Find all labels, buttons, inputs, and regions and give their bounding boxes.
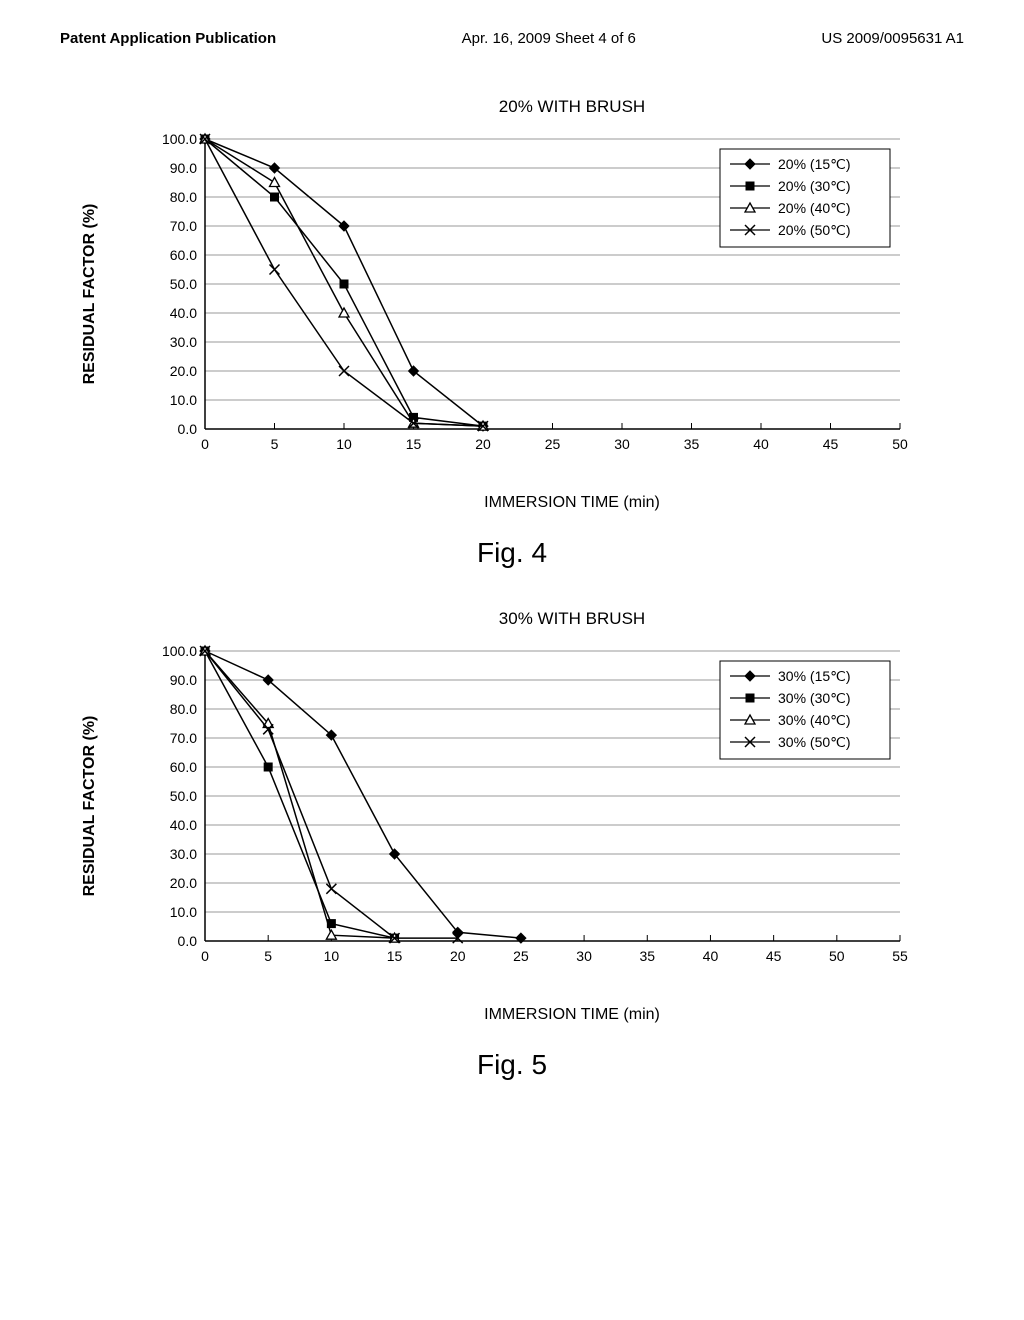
svg-text:100.0: 100.0 [162,643,197,659]
svg-text:30% (15℃): 30% (15℃) [778,668,851,684]
svg-text:40.0: 40.0 [170,817,197,833]
svg-text:30% (30℃): 30% (30℃) [778,690,851,706]
svg-text:5: 5 [271,436,279,452]
svg-text:45: 45 [823,436,839,452]
chart-1: RESIDUAL FACTOR (%) 05101520253035404550… [150,129,910,459]
svg-text:50: 50 [829,948,845,964]
chart-2-svg: 0 5 10 15 20 25 30 35 40 45 50 55 0.0 10.0 20.0 30.0 40.… [150,641,910,971]
svg-text:20% (15℃): 20% (15℃) [778,156,851,172]
chart-1-section: 20% WITH BRUSH RESIDUAL FACTOR (%) 0 5 10 1… [40,97,984,569]
svg-text:20: 20 [475,436,491,452]
svg-text:20.0: 20.0 [170,363,197,379]
svg-text:70.0: 70.0 [170,730,197,746]
svg-text:40.0: 40.0 [170,305,197,321]
svg-text:30.0: 30.0 [170,334,197,350]
header-middle: Apr. 16, 2009 Sheet 4 of 6 [462,30,636,47]
svg-text:0.0: 0.0 [178,933,198,949]
chart-2-ylabel: RESIDUAL FACTOR (%) [81,716,99,897]
chart-1-title: 20% WITH BRUSH [160,97,984,117]
svg-text:60.0: 60.0 [170,247,197,263]
chart-1-xlabel: IMMERSION TIME (min) [160,494,984,512]
svg-text:20% (40℃): 20% (40℃) [778,200,851,216]
svg-text:50.0: 50.0 [170,276,197,292]
svg-text:20.0: 20.0 [170,875,197,891]
svg-text:30% (50℃): 30% (50℃) [778,734,851,750]
svg-text:25: 25 [513,948,529,964]
svg-text:45: 45 [766,948,782,964]
chart-1-ylabel: RESIDUAL FACTOR (%) [81,204,99,385]
svg-text:30.0: 30.0 [170,846,197,862]
chart-2: RESIDUAL FACTOR (%) 05101520253035404550… [150,641,910,971]
svg-text:30% (40℃): 30% (40℃) [778,712,851,728]
chart-1-caption: Fig. 4 [40,537,984,569]
svg-text:55: 55 [892,948,908,964]
svg-text:100.0: 100.0 [162,131,197,147]
svg-text:10.0: 10.0 [170,392,197,408]
svg-text:40: 40 [753,436,769,452]
header-right: US 2009/0095631 A1 [821,30,964,47]
svg-text:50: 50 [892,436,908,452]
svg-text:10: 10 [324,948,340,964]
svg-text:90.0: 90.0 [170,672,197,688]
svg-text:50.0: 50.0 [170,788,197,804]
svg-text:80.0: 80.0 [170,701,197,717]
svg-text:80.0: 80.0 [170,189,197,205]
chart-2-title: 30% WITH BRUSH [160,609,984,629]
svg-text:0: 0 [201,948,209,964]
svg-text:35: 35 [684,436,700,452]
page-header: Patent Application Publication Apr. 16, … [40,20,984,77]
svg-text:15: 15 [387,948,403,964]
svg-text:20% (50℃): 20% (50℃) [778,222,851,238]
chart-2-caption: Fig. 5 [40,1049,984,1081]
chart-2-section: 30% WITH BRUSH RESIDUAL FACTOR (%) 0 5 10 1… [40,609,984,1081]
svg-text:10: 10 [336,436,352,452]
header-left: Patent Application Publication [60,30,276,47]
svg-text:0: 0 [201,436,209,452]
svg-text:35: 35 [639,948,655,964]
svg-text:20: 20 [450,948,466,964]
svg-text:0.0: 0.0 [178,421,198,437]
svg-text:30: 30 [576,948,592,964]
svg-text:40: 40 [703,948,719,964]
svg-text:5: 5 [264,948,272,964]
svg-text:70.0: 70.0 [170,218,197,234]
svg-text:25: 25 [545,436,561,452]
svg-text:10.0: 10.0 [170,904,197,920]
svg-text:15: 15 [406,436,422,452]
chart-1-svg: 0 5 10 15 20 25 30 35 40 45 50 0.0 10.0 20.0 30.0 40.0 5… [150,129,910,459]
svg-text:60.0: 60.0 [170,759,197,775]
chart-2-xlabel: IMMERSION TIME (min) [160,1006,984,1024]
svg-text:90.0: 90.0 [170,160,197,176]
svg-text:30: 30 [614,436,630,452]
svg-text:20% (30℃): 20% (30℃) [778,178,851,194]
